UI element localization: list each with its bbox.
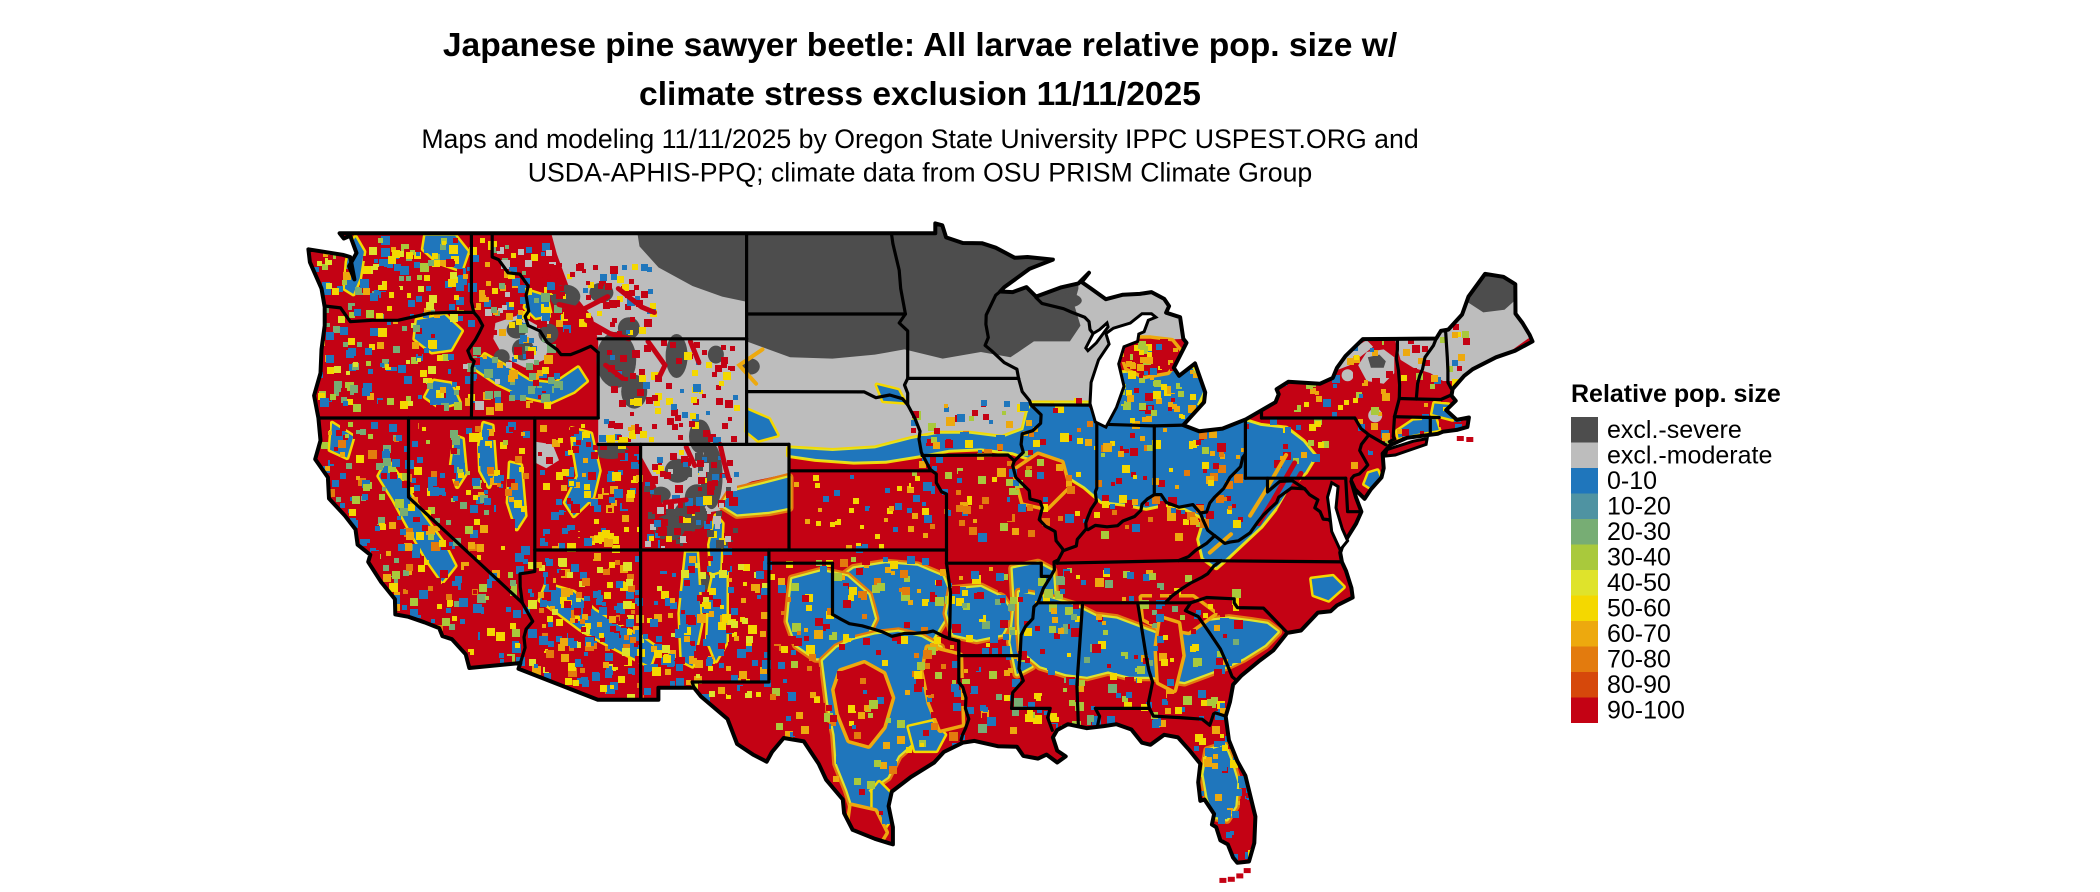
svg-text:30-40: 30-40 bbox=[1607, 544, 1671, 572]
svg-text:20-30: 20-30 bbox=[1607, 518, 1671, 546]
svg-text:excl.-severe: excl.-severe bbox=[1607, 416, 1742, 444]
svg-text:40-50: 40-50 bbox=[1607, 569, 1671, 597]
svg-text:10-20: 10-20 bbox=[1607, 493, 1671, 521]
svg-text:USDA-APHIS-PPQ; climate data f: USDA-APHIS-PPQ; climate data from OSU PR… bbox=[528, 158, 1313, 188]
svg-text:60-70: 60-70 bbox=[1607, 620, 1671, 648]
svg-text:climate stress exclusion 11/11: climate stress exclusion 11/11/2025 bbox=[639, 76, 1201, 113]
svg-text:excl.-moderate: excl.-moderate bbox=[1607, 442, 1772, 470]
svg-text:Relative pop. size: Relative pop. size bbox=[1571, 380, 1781, 408]
svg-text:Maps and modeling 11/11/2025 b: Maps and modeling 11/11/2025 by Oregon S… bbox=[421, 124, 1418, 154]
svg-text:Japanese pine sawyer beetle: A: Japanese pine sawyer beetle: All larvae … bbox=[443, 27, 1397, 64]
svg-text:70-80: 70-80 bbox=[1607, 646, 1671, 674]
svg-text:90-100: 90-100 bbox=[1607, 697, 1685, 725]
svg-text:50-60: 50-60 bbox=[1607, 595, 1671, 623]
svg-text:80-90: 80-90 bbox=[1607, 671, 1671, 699]
svg-text:0-10: 0-10 bbox=[1607, 467, 1657, 495]
